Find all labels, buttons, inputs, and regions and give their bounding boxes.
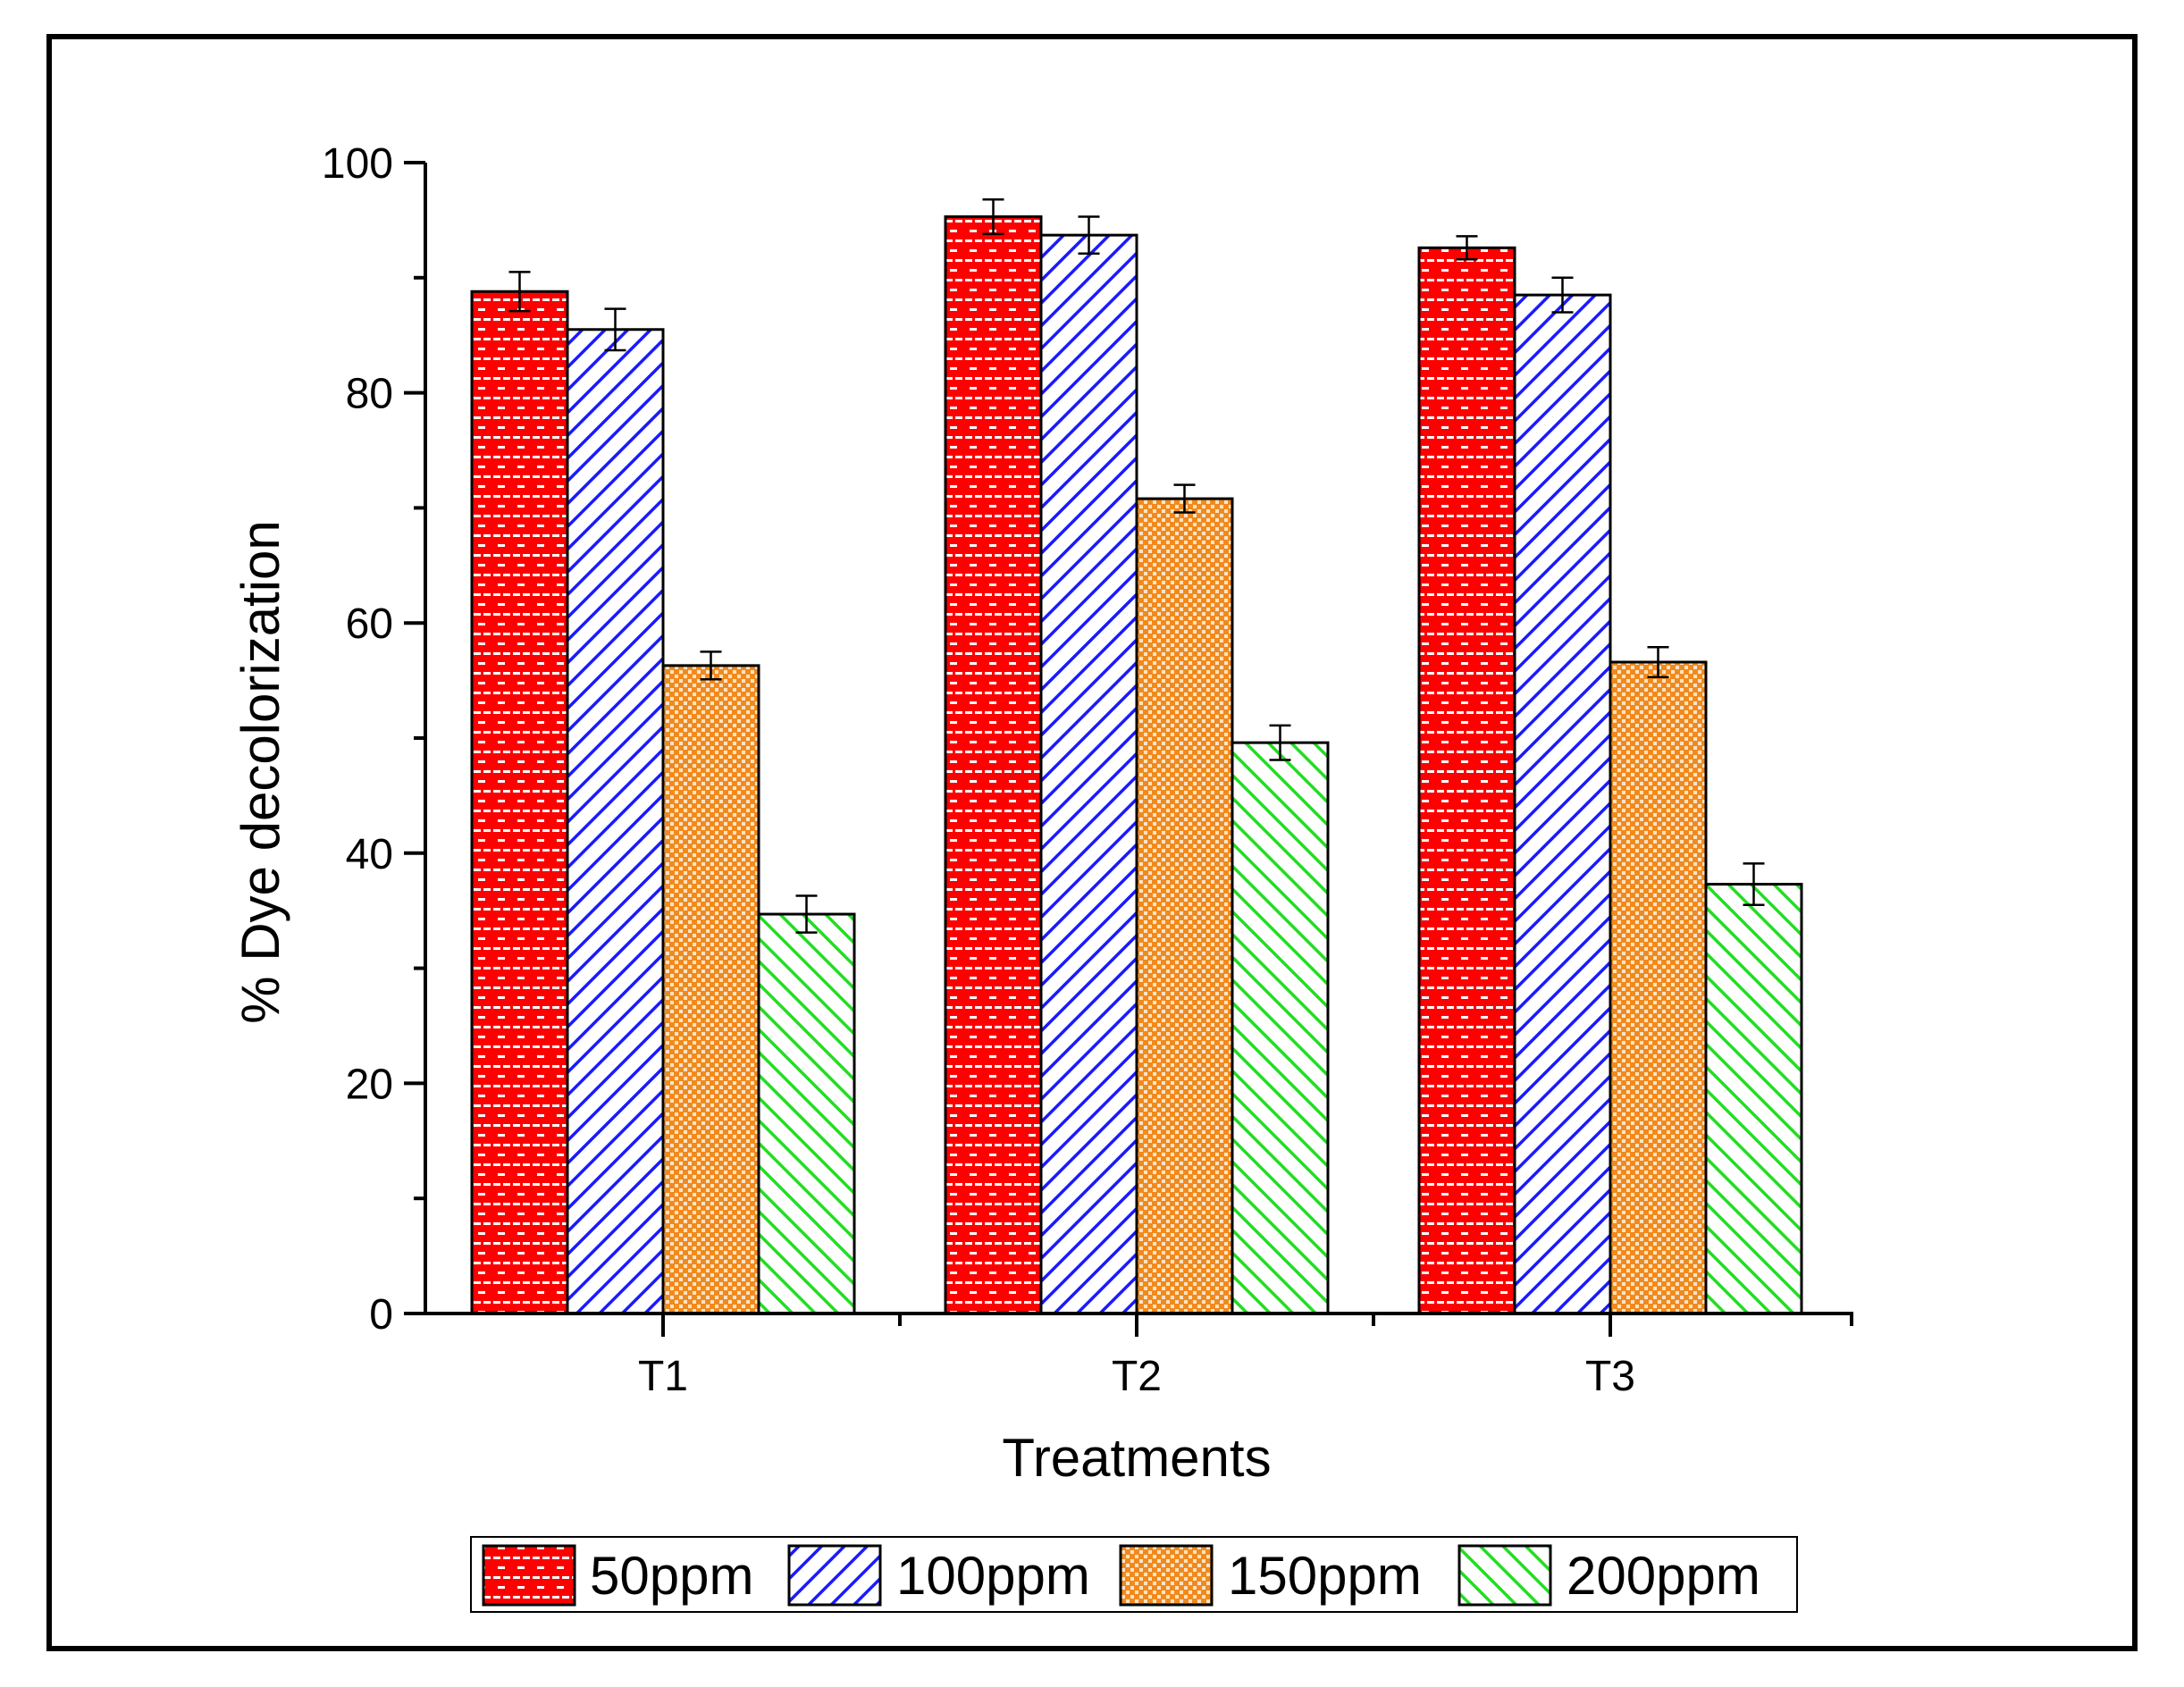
bar-t1-150ppm: [661, 664, 760, 1315]
x-tick-label-t2: T2: [1112, 1353, 1162, 1400]
bar-t2-50ppm: [944, 215, 1043, 1315]
y-ticks: 0 20 40 60 80 100: [322, 140, 425, 1339]
legend-swatch-200ppm: [1457, 1544, 1552, 1607]
figure-frame: [46, 34, 2138, 1651]
bars-layer: [470, 215, 1803, 1315]
error-bar-t3-50ppm: [1456, 235, 1478, 261]
error-bar-t3-100ppm: [1551, 276, 1574, 314]
bar-t2-100ppm: [1039, 233, 1138, 1315]
bar-t2-200ppm: [1231, 741, 1330, 1315]
legend-swatch-150ppm: [1119, 1544, 1214, 1607]
error-bar-t3-150ppm: [1647, 645, 1669, 678]
bar-t3-100ppm: [1513, 293, 1612, 1315]
bar-t1-50ppm: [470, 290, 569, 1315]
bar-t2-150ppm: [1135, 497, 1234, 1315]
error-bar-t2-150ppm: [1173, 483, 1196, 514]
error-bar-t2-200ppm: [1269, 724, 1291, 761]
y-tick-label-20: 20: [346, 1061, 393, 1108]
x-ticks: T1 T2 T3: [638, 1314, 1853, 1400]
y-tick-label-100: 100: [322, 140, 393, 188]
bar-t3-200ppm: [1704, 883, 1803, 1315]
y-axis-label: % Dye decolorization: [231, 520, 290, 1024]
bar-t3-50ppm: [1417, 246, 1516, 1315]
legend: 50ppm 100ppm 150ppm 200ppm: [470, 1536, 1798, 1613]
legend-swatch-50ppm: [482, 1544, 576, 1607]
bar-t1-200ppm: [757, 912, 856, 1315]
y-tick-label-60: 60: [346, 600, 393, 648]
legend-label-150ppm: 150ppm: [1228, 1546, 1422, 1606]
x-tick-label-t1: T1: [638, 1353, 688, 1400]
error-bar-t3-200ppm: [1743, 862, 1765, 907]
x-tick-label-t3: T3: [1585, 1353, 1635, 1400]
bar-t1-100ppm: [566, 328, 665, 1315]
error-bar-t2-50ppm: [982, 197, 1004, 236]
error-bar-t1-100ppm: [604, 307, 626, 352]
error-bars-layer: [508, 197, 1765, 934]
legend-label-100ppm: 100ppm: [896, 1546, 1090, 1606]
error-bar-t1-200ppm: [795, 894, 818, 934]
y-tick-label-0: 0: [369, 1291, 393, 1339]
bar-t3-150ppm: [1609, 660, 1708, 1315]
legend-swatch-100ppm: [787, 1544, 882, 1607]
error-bar-t1-50ppm: [508, 271, 531, 313]
y-tick-label-40: 40: [346, 831, 393, 878]
x-axis-label: Treatments: [1002, 1428, 1271, 1488]
legend-label-50ppm: 50ppm: [590, 1546, 753, 1606]
error-bar-t2-100ppm: [1078, 215, 1100, 256]
legend-label-200ppm: 200ppm: [1567, 1546, 1760, 1606]
error-bar-t1-150ppm: [700, 650, 722, 681]
y-tick-label-80: 80: [346, 371, 393, 418]
